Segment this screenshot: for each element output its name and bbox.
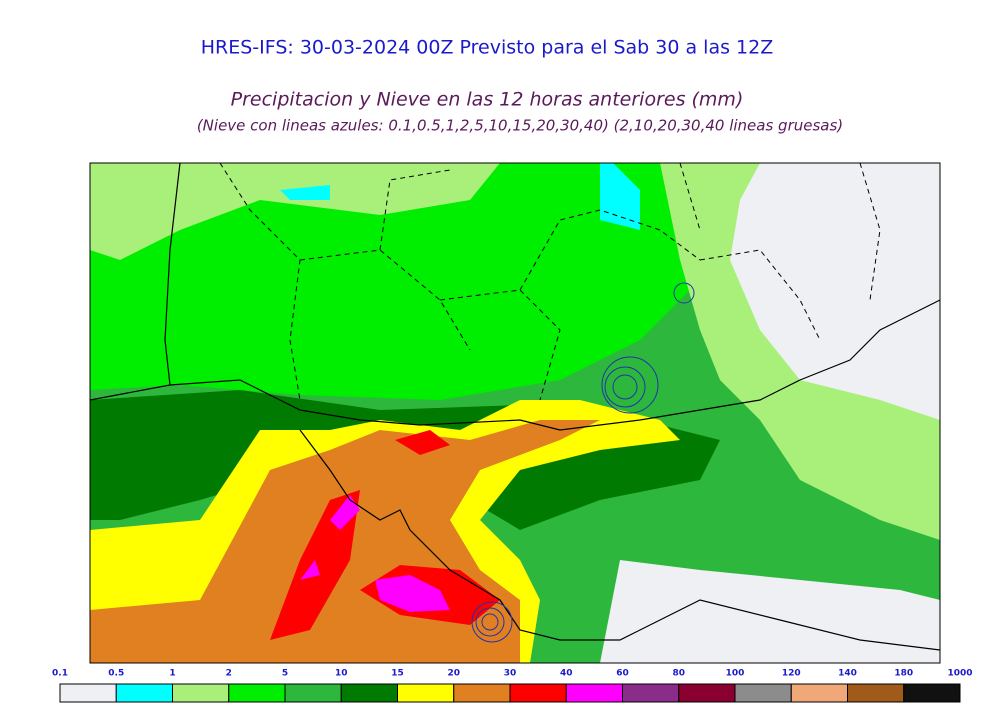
- colorbar-swatch: [284, 683, 342, 703]
- area-magenta: [300, 495, 450, 612]
- area-gray-south: [600, 560, 940, 663]
- subtitle: Precipitacion y Nieve en las 12 horas an…: [231, 89, 744, 111]
- colorbar-swatch: [790, 683, 848, 703]
- colorbar-label: 20: [447, 669, 460, 679]
- area-red: [270, 430, 500, 640]
- colorbar-label: 0.5: [108, 669, 124, 679]
- colorbar-label: 1000: [947, 669, 972, 679]
- colorbar-swatch: [397, 683, 455, 703]
- colorbar: 0.1 0.5 1 2 5 10 15 20 30 40 60 80 100 120 140 180 1000: [52, 669, 973, 703]
- colorbar-swatch: [734, 683, 792, 703]
- borders: [219, 163, 881, 401]
- colorbar-swatch: [565, 683, 623, 703]
- area-cyan: [280, 163, 640, 230]
- colorbar-swatch: [678, 683, 736, 703]
- colorbar-label: 10: [335, 669, 348, 679]
- colorbar-label: 0.1: [52, 669, 68, 679]
- colorbar-label: 120: [782, 669, 801, 679]
- colorbar-swatch: [115, 683, 173, 703]
- colorbar-label: 15: [391, 669, 404, 679]
- colorbar-swatch: [509, 683, 567, 703]
- area-lightgreen: [90, 163, 500, 260]
- colorbar-swatch: [172, 683, 230, 703]
- colorbar-swatch: [622, 683, 680, 703]
- map-frame: [89, 162, 941, 664]
- map: [90, 163, 940, 663]
- colorbar-swatch: [59, 683, 117, 703]
- coastlines: [90, 163, 940, 651]
- area-green: [90, 163, 760, 400]
- colorbar-label: 100: [726, 669, 745, 679]
- title: HRES-IFS: 30-03-2024 00Z Previsto para e…: [201, 37, 774, 59]
- colorbar-label: 40: [560, 669, 573, 679]
- colorbar-swatch: [903, 683, 961, 703]
- area-gray-east: [730, 163, 940, 420]
- colorbar-label: 2: [226, 669, 232, 679]
- colorbar-label: 60: [616, 669, 629, 679]
- colorbar-label: 30: [504, 669, 517, 679]
- colorbar-label: 1: [169, 669, 175, 679]
- colorbar-swatch: [228, 683, 286, 703]
- colorbar-label: 180: [894, 669, 913, 679]
- colorbar-swatch: [847, 683, 905, 703]
- colorbar-swatch: [453, 683, 511, 703]
- colorbar-swatch: [340, 683, 398, 703]
- snow-contours: [471, 282, 695, 643]
- colorbar-label: 5: [282, 669, 288, 679]
- colorbar-label: 140: [838, 669, 857, 679]
- note: (Nieve con lineas azules: 0.1,0.5,1,2,5,…: [197, 117, 843, 135]
- colorbar-label: 80: [672, 669, 685, 679]
